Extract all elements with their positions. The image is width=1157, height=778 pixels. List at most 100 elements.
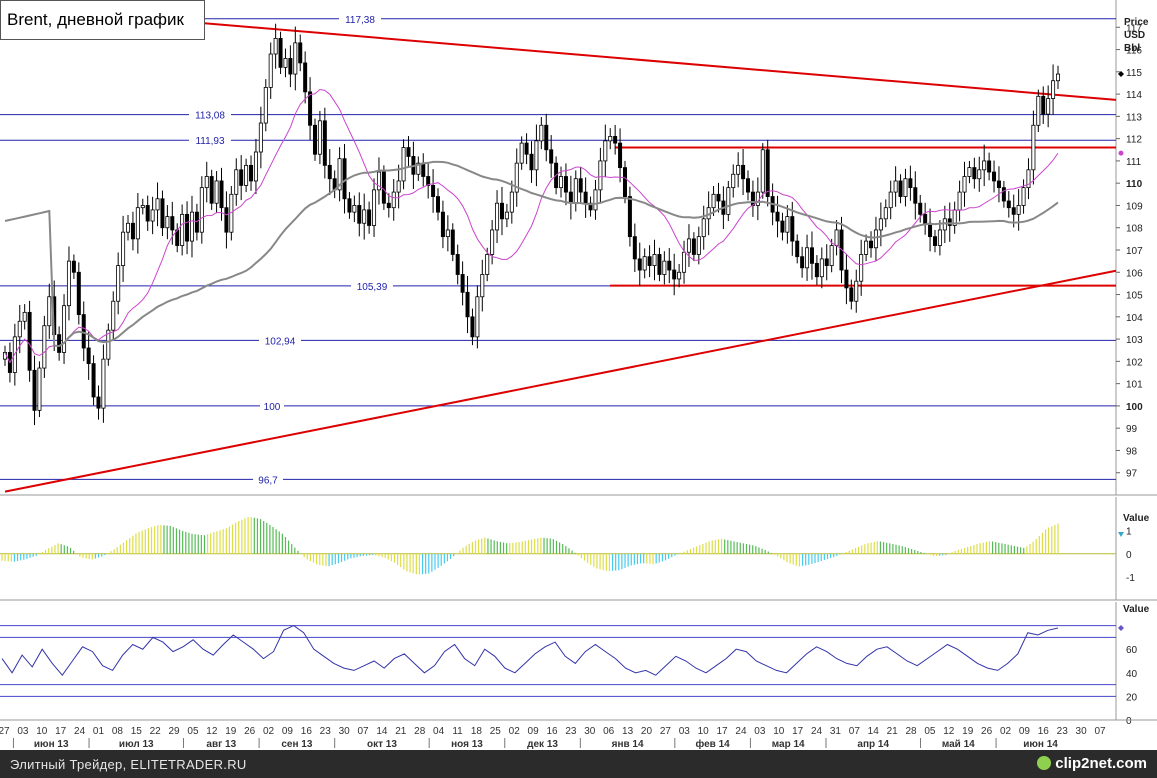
candle-body (352, 205, 357, 213)
candle-body (263, 87, 268, 124)
candle-body (662, 260, 667, 275)
candle-body (381, 171, 386, 204)
candle-body (27, 311, 32, 371)
candle-body (652, 254, 657, 266)
candle-body (996, 180, 1001, 189)
price-tick-label: 101 (1126, 380, 1143, 391)
price-tick-label: 109 (1126, 201, 1143, 212)
osc-tick-label: 0 (1126, 550, 1132, 561)
rsi-tick-label: 20 (1126, 692, 1138, 703)
candle-body (898, 180, 903, 197)
date-tick-label: 30 (584, 726, 596, 737)
price-tick-label: 116 (1126, 46, 1142, 57)
candle-body (293, 42, 298, 75)
date-tick-label: 29 (169, 726, 181, 737)
month-label: фев 14 (696, 738, 731, 750)
candle-body (1001, 187, 1006, 202)
rsi-marker-icon (1118, 624, 1124, 631)
date-tick-label: 23 (1057, 726, 1069, 737)
candle-body (170, 216, 175, 231)
candle-body (568, 191, 573, 204)
candle-body (199, 187, 204, 233)
candle-body (608, 136, 613, 142)
candle-body (992, 171, 997, 182)
candle-body (834, 229, 839, 246)
candle-body (627, 196, 632, 238)
candle-body (71, 260, 76, 273)
level-label: 113,08 (195, 111, 225, 122)
candle-body (878, 218, 883, 231)
candle-body (495, 202, 500, 231)
candle-body (86, 347, 91, 364)
price-tick-label: 108 (1126, 224, 1143, 235)
month-label: ноя 13 (451, 739, 483, 750)
rsi-panel: 60 40 20 0 (0, 602, 1138, 727)
candle-body (268, 53, 273, 88)
footer-bar: Элитный Трейдер, ELITETRADER.RU clip2net… (0, 750, 1157, 778)
level-label-bg (253, 472, 283, 486)
candle-body (932, 236, 937, 246)
level-label-bg (259, 333, 301, 347)
candle-body (647, 256, 652, 266)
candle-body (37, 367, 42, 411)
level-label-bg (189, 107, 231, 121)
last-price-marker-icon (1118, 71, 1124, 78)
brent-chart: 9798991001011021031041051061071081091101… (0, 0, 1157, 750)
candle-body (140, 205, 145, 209)
date-tick-label: 06 (603, 726, 615, 737)
candle-body (923, 213, 928, 224)
date-tick-label: 09 (528, 726, 540, 737)
candle-body (106, 329, 111, 360)
date-tick-label: 12 (943, 726, 955, 737)
candle-body (253, 151, 258, 182)
date-tick-label: 16 (1038, 726, 1050, 737)
axis-header-usd: USD (1124, 30, 1145, 41)
candle-body (440, 211, 445, 238)
candle-body (524, 142, 529, 155)
date-tick-label: 03 (754, 726, 766, 737)
candle-body (755, 191, 760, 206)
price-tick-label: 105 (1126, 291, 1143, 302)
rsi-line (1, 625, 1059, 677)
level-label: 117,38 (345, 15, 375, 26)
candle-body (573, 178, 578, 204)
candle-body (224, 207, 229, 233)
candle-body (91, 363, 96, 398)
date-tick-label: 04 (433, 726, 445, 737)
candle-body (347, 198, 352, 213)
date-tick-label: 30 (1076, 726, 1088, 737)
candle-body (563, 176, 568, 193)
candle-body (1051, 80, 1056, 99)
osc-tick-label: -1 (1126, 573, 1135, 584)
chart-title: Brent, дневной график (0, 0, 205, 40)
date-tick-label: 12 (206, 726, 218, 737)
candle-body (150, 209, 155, 222)
osc-header: Value (1123, 513, 1150, 524)
date-tick-label: 24 (735, 726, 747, 737)
candle-body (947, 218, 952, 226)
candle-body (431, 185, 436, 197)
date-tick-label: 27 (0, 726, 10, 737)
level-label: 96,7 (258, 475, 278, 486)
date-tick-label: 17 (55, 726, 67, 737)
candle-body (544, 124, 549, 151)
date-tick-label: 02 (1000, 726, 1012, 737)
candle-body (337, 158, 342, 191)
candle-body (677, 271, 682, 280)
candle-body (519, 142, 524, 164)
candle-body (982, 160, 987, 171)
candle-body (942, 218, 947, 231)
candle-body (445, 229, 450, 238)
clip2net-logo-icon (1037, 756, 1052, 770)
candle-body (800, 256, 805, 269)
candle-body (101, 358, 106, 409)
candle-body (957, 191, 962, 211)
date-tick-label: 10 (36, 726, 48, 737)
candle-body (805, 247, 810, 269)
candle-body (376, 171, 381, 191)
candle-body (160, 198, 165, 229)
candle-body (327, 164, 332, 180)
candle-body (549, 149, 554, 164)
candle-body (406, 147, 411, 157)
candle-body (667, 260, 672, 271)
